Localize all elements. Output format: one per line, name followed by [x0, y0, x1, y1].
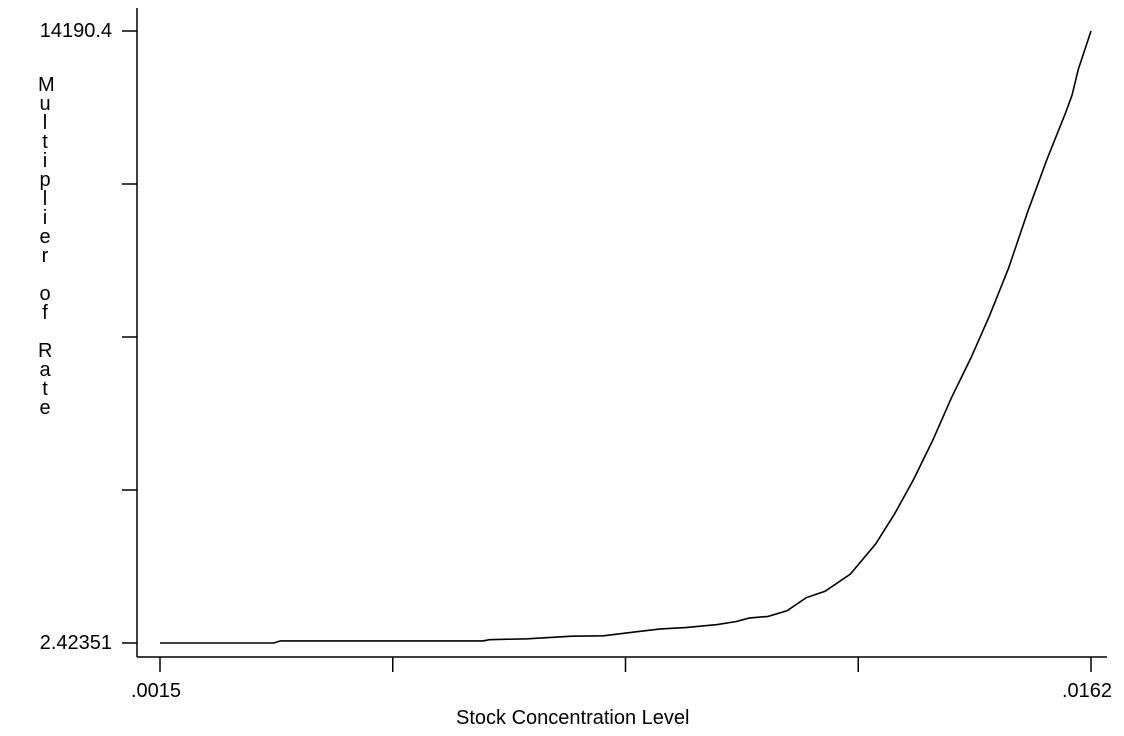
- y-axis-label-char: t: [42, 131, 48, 153]
- y-axis-label-char: e: [39, 397, 51, 419]
- x-tick-label: .0015: [131, 680, 182, 702]
- y-axis-label-char: u: [39, 93, 51, 115]
- y-axis-label-char: l: [42, 112, 48, 134]
- y-axis-label-char: i: [42, 150, 48, 172]
- y-axis-label-char: r: [41, 245, 49, 267]
- y-axis-label-char: f: [42, 302, 48, 324]
- y-axis-label-char: p: [39, 169, 51, 191]
- y-axis-label-char: t: [42, 378, 48, 400]
- y-axis-label-char: o: [39, 283, 51, 305]
- y-axis-label-char: R: [38, 340, 53, 362]
- y-axis-label-char: M: [38, 74, 55, 96]
- series-line: [160, 30, 1092, 644]
- y-axis-label-char: i: [42, 207, 48, 229]
- x-axis-label: Stock Concentration Level: [456, 707, 690, 729]
- y-tick-label: 14190.4: [39, 20, 112, 42]
- x-tick-label: .0162: [1062, 680, 1113, 702]
- y-axis-label-char: l: [42, 188, 48, 210]
- y-axis-label-char: a: [39, 359, 51, 381]
- y-tick-label: 2.42351: [39, 632, 112, 654]
- y-axis-label-char: e: [39, 226, 51, 248]
